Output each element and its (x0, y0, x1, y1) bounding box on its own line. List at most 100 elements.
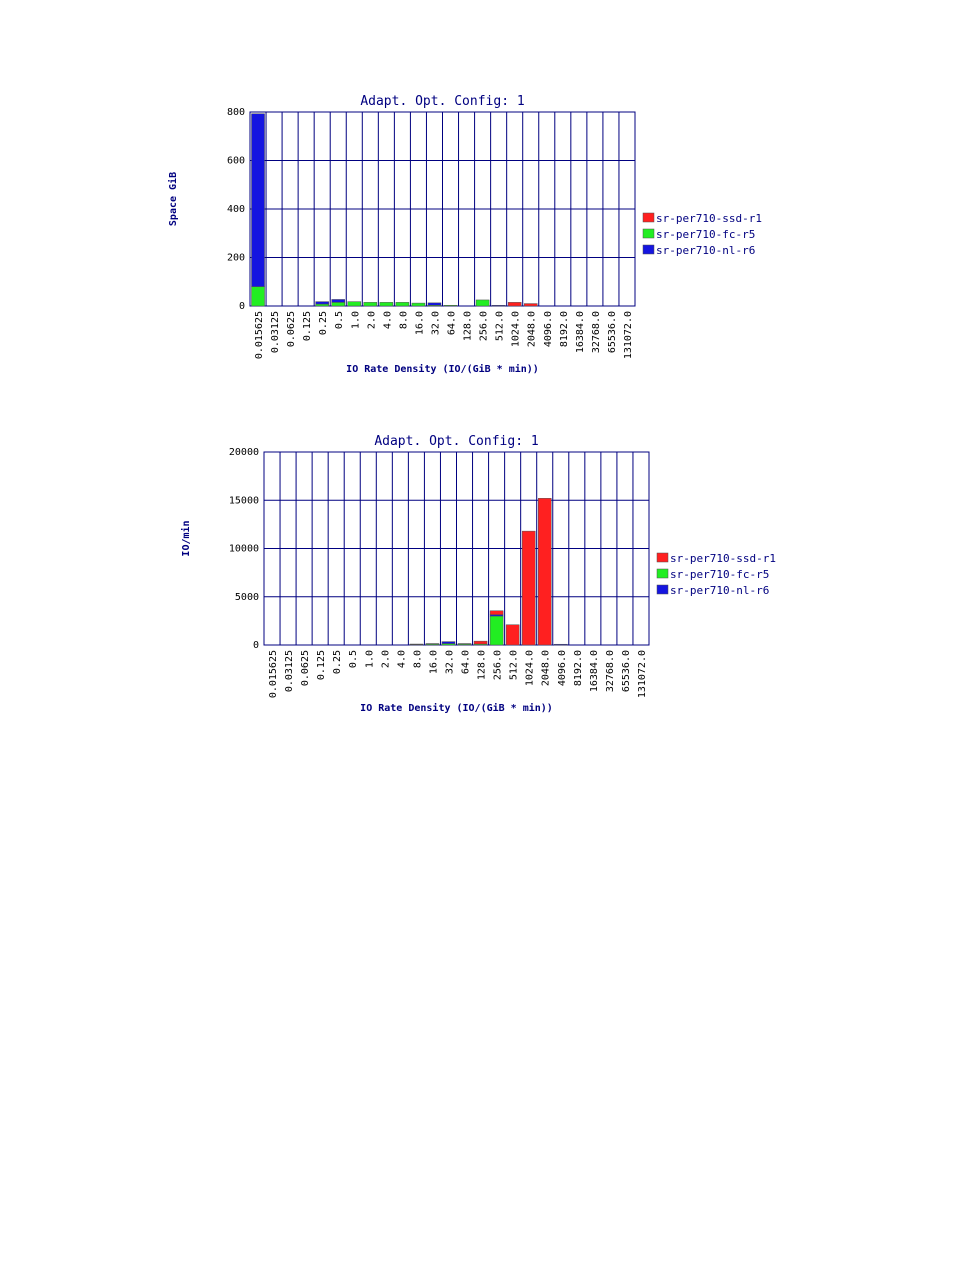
bar-sr-per710-fc-r5 (347, 301, 362, 307)
y-tick-label: 10000 (229, 544, 259, 555)
y-axis-label: IO/min (180, 520, 192, 556)
x-tick-label: 2048.0 (527, 311, 538, 347)
y-tick-label: 200 (227, 253, 245, 264)
bar-sr-per710-ssd-r1 (473, 640, 488, 645)
x-tick-label: 0.5 (334, 311, 345, 329)
x-tick-label: 16384.0 (589, 650, 600, 692)
x-tick-label: 8.0 (398, 311, 409, 329)
y-tick-label: 0 (239, 301, 245, 312)
space-chart-svg: Adapt. Opt. Config: 1 0 200 400 600 800 0.0156… (167, 94, 762, 375)
bar-sr-per710-nl-r6 (427, 302, 442, 306)
x-tick-label: 16.0 (414, 311, 425, 335)
bar-sr-per710-nl-r6 (441, 641, 456, 644)
y-tick-label: 600 (227, 156, 245, 167)
x-tick-label: 2.0 (380, 650, 391, 668)
space-chart: Adapt. Opt. Config: 1 0 200 400 600 800 0.0156… (0, 85, 954, 405)
io-chart-svg: Adapt. Opt. Config: 1 0 5000 10000 15000 2000… (180, 434, 776, 714)
y-tick-label: 800 (227, 107, 245, 118)
legend-swatch (642, 228, 655, 239)
chart-title: Adapt. Opt. Config: 1 (360, 94, 524, 109)
bar-sr-per710-nl-r6 (409, 643, 424, 645)
bar-sr-per710-nl-r6 (554, 643, 568, 646)
legend-label: sr-per710-ssd-r1 (670, 552, 776, 565)
bar-sr-per710-fc-r5 (489, 615, 504, 646)
x-tick-label: 1.0 (364, 650, 375, 668)
legend-label: sr-per710-fc-r5 (670, 568, 769, 581)
legend-label: sr-per710-fc-r5 (656, 228, 755, 241)
x-tick-label: 512.0 (495, 311, 506, 341)
x-tick-label: 32768.0 (591, 311, 602, 353)
bar-sr-per710-nl-r6 (251, 113, 265, 287)
x-tick-label: 131072.0 (637, 650, 648, 698)
x-tick-label: 128.0 (463, 311, 474, 341)
bar-sr-per710-fc-r5 (331, 302, 346, 307)
bar-sr-per710-ssd-r1 (523, 303, 538, 307)
bar-sr-per710-fc-r5 (315, 303, 329, 307)
x-tick-label: 8192.0 (559, 311, 570, 347)
x-tick-label: 32768.0 (605, 650, 616, 692)
x-tick-label: 0.03125 (284, 650, 295, 692)
x-tick-label: 4.0 (396, 650, 407, 668)
bar-sr-per710-nl-r6 (491, 305, 506, 307)
legend-swatch (642, 212, 655, 223)
x-tick-label: 1.0 (350, 311, 361, 329)
bar-sr-per710-fc-r5 (363, 302, 378, 307)
x-tick-label: 0.5 (348, 650, 359, 668)
x-tick-label: 131072.0 (623, 311, 634, 359)
x-tick-label: 512.0 (509, 650, 520, 680)
x-axis-label: IO Rate Density (IO/(GiB * min)) (360, 702, 553, 714)
bar-sr-per710-fc-r5 (379, 302, 394, 307)
bar-sr-per710-fc-r5 (475, 299, 490, 307)
x-tick-label: 8192.0 (573, 650, 584, 686)
x-tick-label: 16384.0 (575, 311, 586, 353)
bar-sr-per710-fc-r5 (251, 286, 265, 307)
bar-sr-per710-fc-r5 (443, 305, 458, 307)
y-tick-label: 15000 (229, 495, 259, 506)
bar-sr-per710-ssd-r1 (507, 302, 522, 307)
legend-swatch (656, 584, 669, 595)
x-tick-label: 0.25 (318, 311, 329, 335)
x-axis-label: IO Rate Density (IO/(GiB * min)) (346, 363, 539, 375)
y-axis-label: Space GiB (167, 172, 179, 226)
x-tick-label: 1024.0 (525, 650, 536, 686)
x-tick-label: 1024.0 (511, 311, 522, 347)
x-tick-label: 0.03125 (270, 311, 281, 353)
x-tick-label: 65536.0 (607, 311, 618, 353)
chart-title: Adapt. Opt. Config: 1 (374, 434, 538, 449)
x-tick-label: 32.0 (444, 650, 455, 674)
x-tick-label: 0.125 (302, 311, 313, 341)
x-tick-label: 128.0 (477, 650, 488, 680)
x-tick-label: 0.25 (332, 650, 343, 674)
bar-sr-per710-fc-r5 (411, 302, 426, 307)
x-tick-label: 32.0 (430, 311, 441, 335)
y-tick-label: 400 (227, 204, 245, 215)
x-tick-label: 2048.0 (541, 650, 552, 686)
bar-sr-per710-fc-r5 (395, 302, 410, 307)
bar-sr-per710-ssd-r1 (489, 610, 504, 615)
x-tick-label: 256.0 (479, 311, 490, 341)
x-tick-label: 8.0 (412, 650, 423, 668)
y-tick-label: 0 (253, 640, 259, 651)
x-tick-label: 2.0 (366, 311, 377, 329)
bar-sr-per710-nl-r6 (331, 299, 346, 303)
bar-sr-per710-ssd-r1 (537, 498, 552, 646)
x-tick-label: 4096.0 (543, 311, 554, 347)
x-tick-label: 16.0 (428, 650, 439, 674)
bar-sr-per710-ssd-r1 (505, 624, 520, 646)
x-tick-label: 0.0625 (286, 311, 297, 347)
x-tick-label: 0.015625 (254, 311, 265, 359)
bar-sr-per710-nl-r6 (315, 301, 329, 305)
y-tick-label: 20000 (229, 447, 259, 458)
legend-swatch (656, 568, 669, 579)
bar-sr-per710-ssd-r1 (521, 530, 536, 646)
legend-label: sr-per710-nl-r6 (670, 584, 769, 597)
legend-label: sr-per710-nl-r6 (656, 244, 755, 257)
bar-sr-per710-nl-r6 (425, 643, 440, 645)
y-tick-label: 5000 (235, 592, 259, 603)
x-tick-label: 65536.0 (621, 650, 632, 692)
x-tick-label: 256.0 (493, 650, 504, 680)
legend-swatch (656, 552, 669, 563)
legend-swatch (642, 244, 655, 255)
bar-sr-per710-nl-r6 (457, 643, 472, 645)
x-tick-label: 0.015625 (268, 650, 279, 698)
